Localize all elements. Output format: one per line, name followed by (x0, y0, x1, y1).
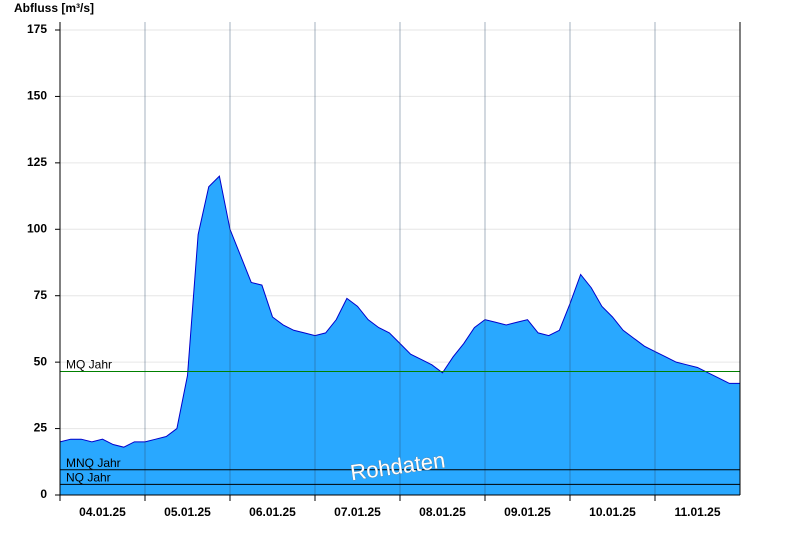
y-tick-label: 150 (27, 89, 47, 103)
y-tick-label: 175 (27, 22, 47, 36)
y-tick-label: 0 (40, 487, 47, 501)
x-tick-label: 07.01.25 (334, 505, 381, 519)
reference-label: NQ Jahr (66, 471, 111, 485)
y-tick-label: 25 (34, 421, 48, 435)
x-tick-label: 04.01.25 (79, 505, 126, 519)
x-tick-label: 06.01.25 (249, 505, 296, 519)
reference-label: MNQ Jahr (66, 456, 121, 470)
y-tick-label: 75 (34, 288, 48, 302)
x-tick-label: 10.01.25 (589, 505, 636, 519)
x-tick-label: 11.01.25 (674, 505, 720, 519)
x-tick-label: 09.01.25 (504, 505, 551, 519)
x-tick-label: 05.01.25 (164, 505, 211, 519)
x-tick-label: 08.01.25 (419, 505, 466, 519)
y-tick-label: 125 (27, 155, 47, 169)
y-axis-label: Abfluss [m³/s] (14, 1, 94, 15)
y-tick-label: 100 (27, 221, 47, 235)
y-tick-label: 50 (34, 354, 48, 368)
reference-label: MQ Jahr (66, 358, 112, 372)
